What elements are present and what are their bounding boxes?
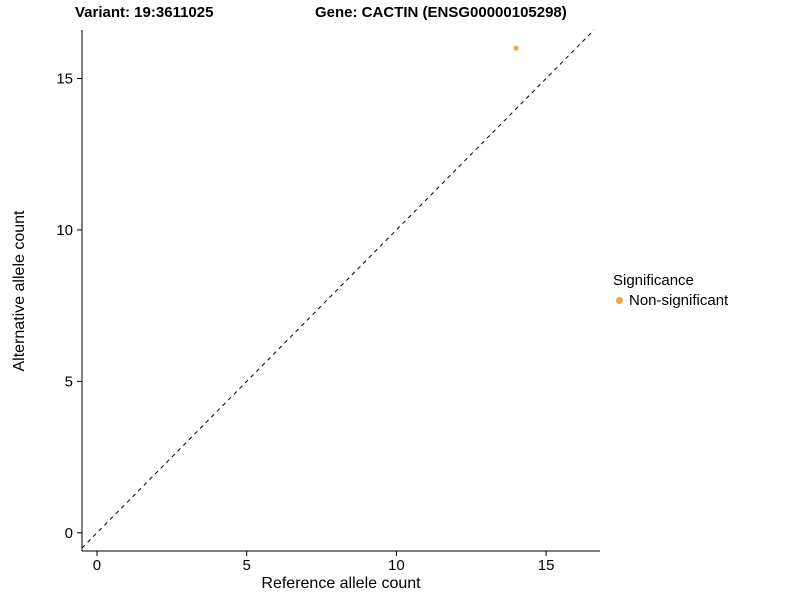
legend-entry: Non-significant: [613, 292, 728, 309]
y-tick-label: 0: [65, 525, 73, 542]
legend-point-icon: [616, 297, 623, 304]
x-tick-label: 0: [93, 557, 101, 574]
x-tick-label: 15: [538, 557, 555, 574]
y-axis-label: Alternative allele count: [11, 210, 28, 372]
y-tick-label: 10: [56, 222, 73, 239]
y-tick-label: 15: [56, 70, 73, 87]
plot-title-variant: Variant: 19:3611025: [75, 4, 214, 21]
legend-title: Significance: [613, 272, 694, 289]
identity-dashed-line: [81, 29, 595, 549]
data-point: [513, 45, 519, 51]
x-tick-label: 5: [243, 557, 251, 574]
x-axis-label: Reference allele count: [261, 575, 421, 592]
plot-title-gene: Gene: CACTIN (ENSG00000105298): [315, 4, 567, 21]
x-tick-label: 10: [388, 557, 405, 574]
legend-entry-label: Non-significant: [629, 292, 729, 309]
y-tick-label: 5: [65, 373, 73, 390]
legend: Significance Non-significant: [613, 272, 728, 309]
